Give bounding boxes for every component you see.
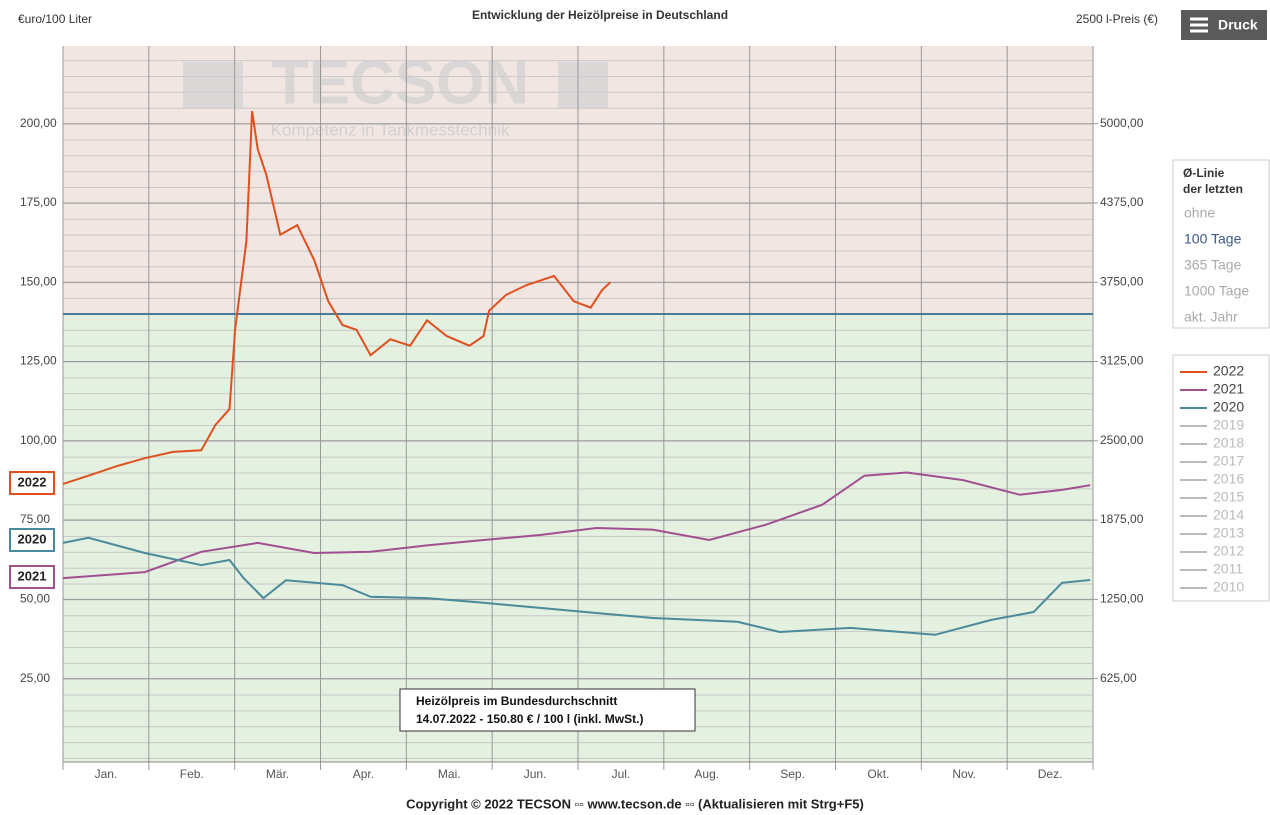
x-tick-label: Jan. <box>95 767 118 781</box>
x-tick-label: Nov. <box>952 767 976 781</box>
x-tick-label: Sep. <box>780 767 805 781</box>
legend-label[interactable]: 2022 <box>1213 363 1244 379</box>
year-tag: 2020 <box>18 531 47 546</box>
year-tag: 2022 <box>18 474 47 489</box>
y-tick-label: 25,00 <box>20 671 50 685</box>
y-tick-label: 125,00 <box>20 354 57 368</box>
average-option[interactable]: 100 Tage <box>1184 231 1242 247</box>
panel-title-part: Ø-Linie <box>1183 166 1225 180</box>
watermark-block <box>183 62 243 108</box>
average-option[interactable]: ohne <box>1184 205 1215 221</box>
legend-label[interactable]: 2014 <box>1213 507 1244 523</box>
y-axis-label: €uro/100 Liter <box>18 12 92 26</box>
y2-tick-label: 3750,00 <box>1100 274 1144 288</box>
x-tick-label: Mär. <box>266 767 289 781</box>
annotation-box <box>399 688 696 732</box>
plot-area: TECSON Kompetenz in Tankmesstechnik <box>62 46 1094 770</box>
series-line <box>62 110 612 485</box>
y-tick-label: 100,00 <box>20 433 57 447</box>
footer: Copyright © 2022 TECSON ▫▫ www.tecson.de… <box>406 796 864 811</box>
x-tick-label: Feb. <box>180 767 204 781</box>
x-tick-label: Okt. <box>867 767 889 781</box>
year-tag-box <box>9 471 55 495</box>
x-tick-label: Apr. <box>353 767 374 781</box>
watermark-sub: Kompetenz in Tankmesstechnik <box>271 120 510 139</box>
watermark: TECSON <box>271 48 529 117</box>
series-line <box>62 471 1091 580</box>
print-button[interactable]: Druck <box>1181 10 1267 40</box>
y2-tick-label: 1875,00 <box>1100 512 1144 526</box>
y2-tick-label: 1250,00 <box>1100 592 1144 606</box>
watermark-block <box>558 62 608 108</box>
chart-title: Entwicklung der Heizölpreise in Deutschl… <box>472 8 728 22</box>
year-tag: 2021 <box>18 568 47 583</box>
panel-title-part: der letzten <box>1183 182 1243 196</box>
y-tick-label: 200,00 <box>20 116 57 130</box>
y-tick-label: 150,00 <box>20 274 57 288</box>
legend-label[interactable]: 2011 <box>1213 561 1243 577</box>
y-tick-label: 75,00 <box>20 512 50 526</box>
average-option[interactable]: 365 Tage <box>1184 257 1242 273</box>
legend-label[interactable]: 2020 <box>1213 399 1244 415</box>
legend-label[interactable]: 2018 <box>1213 435 1244 451</box>
menu-icon <box>1190 17 1208 33</box>
average-option[interactable]: 1000 Tage <box>1184 283 1249 299</box>
legend-label[interactable]: 2010 <box>1213 579 1244 595</box>
y-tick-label: 50,00 <box>20 592 50 606</box>
legend-label[interactable]: 2016 <box>1213 471 1244 487</box>
x-tick-label: Dez. <box>1038 767 1063 781</box>
legend-label[interactable]: 2017 <box>1213 453 1244 469</box>
y2-tick-label: 625,00 <box>1100 671 1137 685</box>
legend-label[interactable]: 2015 <box>1213 489 1244 505</box>
y2-tick-label: 4375,00 <box>1100 195 1144 209</box>
series-line <box>62 536 1091 636</box>
y2-tick-label: 2500,00 <box>1100 433 1144 447</box>
year-tag-box <box>9 528 55 552</box>
button-label[interactable]: Druck <box>1218 17 1258 33</box>
y2-tick-label: 3125,00 <box>1100 354 1144 368</box>
year-tag-box <box>9 565 55 589</box>
x-tick-label: Jun. <box>524 767 547 781</box>
y2-tick-label: 5000,00 <box>1100 116 1144 130</box>
panel-title: Ø-Linie der letzten <box>1183 166 1243 196</box>
legend-label[interactable]: 2012 <box>1213 543 1244 559</box>
y-tick-label: 175,00 <box>20 195 57 209</box>
x-tick-label: Mai. <box>438 767 461 781</box>
annotation-line: 14.07.2022 - 150.80 € / 100 l (inkl. MwS… <box>416 712 643 726</box>
average-option[interactable]: akt. Jahr <box>1184 309 1238 325</box>
x-tick-label: Aug. <box>694 767 719 781</box>
legend-label[interactable]: 2013 <box>1213 525 1244 541</box>
legend-label[interactable]: 2021 <box>1213 381 1244 397</box>
legend <box>1172 354 1270 602</box>
y2-axis-label: 2500 l-Preis (€) <box>1076 12 1158 26</box>
average-panel <box>1172 159 1270 329</box>
legend-label[interactable]: 2019 <box>1213 417 1244 433</box>
x-tick-label: Jul. <box>612 767 631 781</box>
annotation-line: Heizölpreis im Bundesdurchschnitt <box>416 694 617 708</box>
